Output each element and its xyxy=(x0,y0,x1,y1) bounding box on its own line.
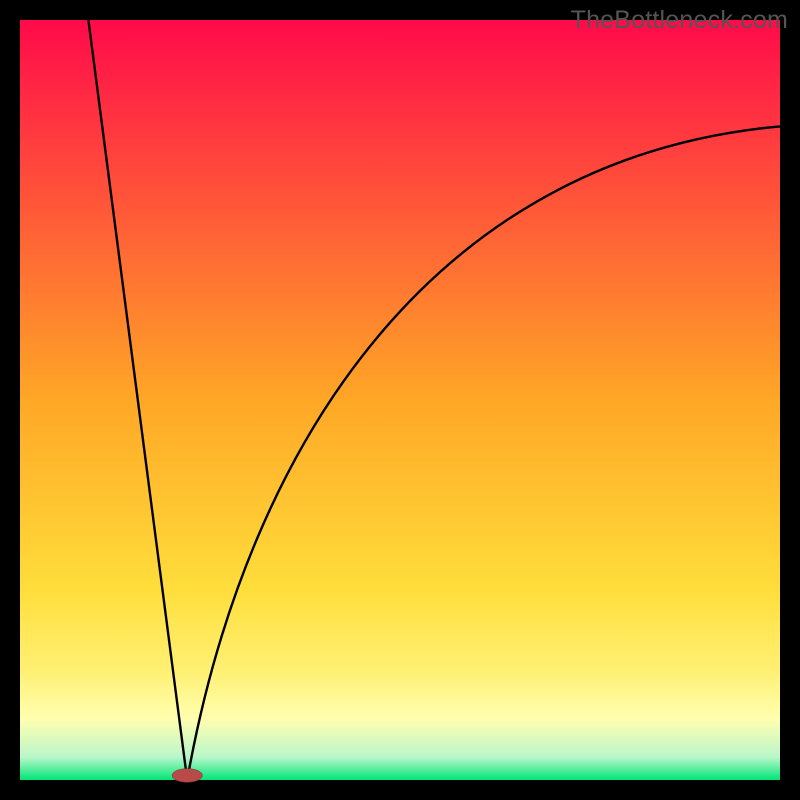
watermark-text: TheBottleneck.com xyxy=(571,6,788,35)
chart-frame: TheBottleneck.com xyxy=(0,0,800,800)
plot-background xyxy=(20,20,780,780)
trough-marker xyxy=(172,769,202,783)
bottleneck-chart xyxy=(0,0,800,800)
